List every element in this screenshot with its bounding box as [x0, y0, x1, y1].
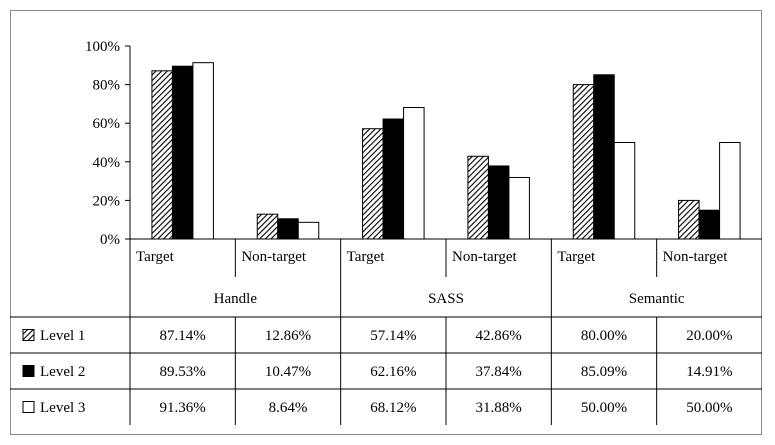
y-tick-label: 100%: [85, 39, 120, 55]
bar-level-3-0: [192, 62, 214, 240]
data-label: 57.14%: [370, 328, 416, 344]
data-label: 50.00%: [581, 400, 627, 416]
data-label: 80.00%: [581, 328, 627, 344]
category-label: Target: [136, 249, 175, 265]
bar-level-2-1: [277, 218, 299, 240]
bar-level-1-2: [362, 128, 384, 240]
category-label: Non-target: [663, 249, 729, 265]
category-label: Non-target: [452, 249, 518, 265]
bar-level-1-1: [256, 213, 279, 240]
y-tick-label: 0%: [100, 232, 120, 248]
y-tick-label: 20%: [93, 193, 121, 209]
data-label: 85.09%: [581, 364, 627, 380]
data-label: 62.16%: [370, 364, 416, 380]
legend-key-level-2: [22, 365, 35, 377]
plot-area: 0% 20% 40% 60% 80% 100%: [85, 39, 762, 248]
data-label: 8.64%: [269, 400, 308, 416]
bar-level-2-2: [382, 118, 405, 240]
bar-level-2-3: [487, 165, 510, 240]
legend-key-level-3: [22, 401, 35, 413]
bar-level-3-4: [613, 142, 636, 240]
legend-label: Level 3: [40, 400, 85, 416]
data-label: 14.91%: [686, 364, 732, 380]
legend-label: Level 1: [40, 328, 85, 344]
legend-key-level-1: [22, 329, 35, 341]
group-label: Handle: [214, 291, 258, 307]
bar-level-2-0: [171, 65, 194, 240]
data-label: 89.53%: [160, 364, 206, 380]
data-label: 10.47%: [265, 364, 311, 380]
bar-level-3-3: [508, 176, 530, 240]
category-label: Non-target: [241, 249, 307, 265]
bar-level-2-5: [698, 209, 721, 240]
data-table: Target Non-target Target Non-target Target No…: [10, 239, 762, 425]
bar-level-3-5: [719, 142, 741, 240]
bar-level-3-1: [297, 221, 320, 240]
bar-level-1-4: [572, 84, 595, 240]
category-label: Target: [557, 249, 596, 265]
data-label: 20.00%: [686, 328, 732, 344]
category-label: Target: [347, 249, 386, 265]
y-tick-label: 60%: [93, 116, 121, 132]
group-label: Semantic: [629, 291, 685, 307]
data-label: 50.00%: [686, 400, 732, 416]
data-label: 37.84%: [476, 364, 522, 380]
bar-level-1-5: [678, 199, 700, 240]
bar-level-3-2: [403, 107, 425, 240]
y-tick-label: 40%: [93, 155, 121, 171]
data-label: 12.86%: [265, 328, 311, 344]
data-label: 42.86%: [476, 328, 522, 344]
data-label: 91.36%: [160, 400, 206, 416]
bar-level-1-3: [467, 155, 489, 240]
data-label: 68.12%: [370, 400, 416, 416]
y-tick-label: 80%: [93, 78, 121, 94]
bar-level-1-0: [151, 70, 173, 240]
data-label: 87.14%: [160, 328, 206, 344]
data-label: 31.88%: [476, 400, 522, 416]
bar-level-2-4: [593, 74, 615, 240]
group-label: SASS: [428, 291, 464, 307]
legend-label: Level 2: [40, 364, 85, 380]
